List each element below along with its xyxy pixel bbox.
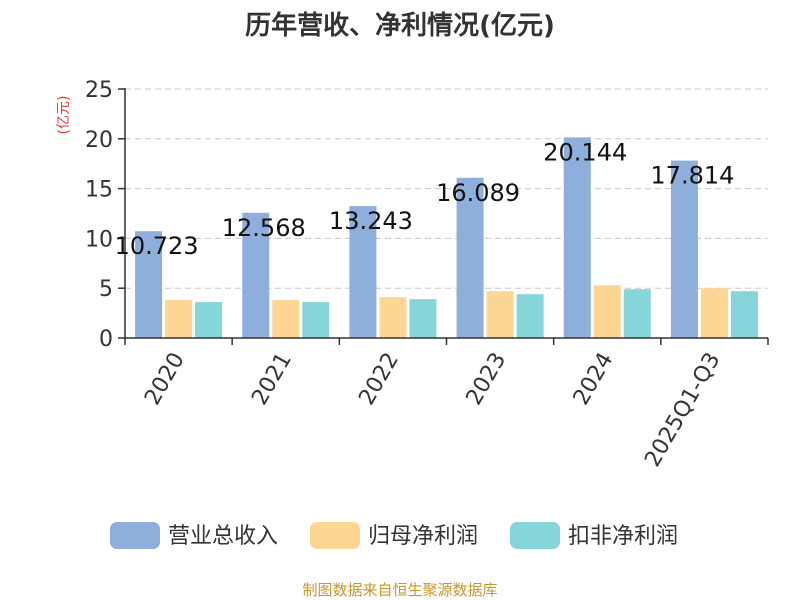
bar: [379, 297, 407, 338]
legend-label: 归母净利润: [368, 524, 478, 549]
bar: [670, 160, 698, 338]
y-tick-label: 5: [99, 277, 113, 302]
chart-title: 历年营收、净利情况(亿元): [245, 10, 555, 41]
x-tick-label: 2025Q1-Q3: [640, 349, 725, 472]
data-labels: 10.723 12.568 13.243 16.089 20.144 17.814: [115, 138, 735, 260]
y-axis-label: (亿元): [56, 96, 72, 135]
y-tick-label: 20: [85, 128, 113, 153]
bar: [486, 291, 514, 338]
data-label: 13.243: [329, 207, 413, 235]
bar: [700, 288, 728, 338]
legend-label: 营业总收入: [168, 524, 278, 549]
legend: 营业总收入 归母净利润 扣非净利润: [110, 522, 678, 549]
bar: [302, 302, 330, 338]
data-label: 17.814: [650, 162, 734, 190]
y-tick-label: 10: [85, 227, 113, 252]
bar: [349, 206, 377, 338]
x-tick-label: 2022: [354, 349, 404, 410]
data-label: 10.723: [115, 232, 199, 260]
bar: [730, 291, 758, 338]
bar: [165, 300, 193, 338]
bar: [272, 300, 300, 338]
legend-swatch: [310, 522, 360, 549]
y-tick-label: 0: [99, 327, 113, 352]
x-tick-label: 2023: [462, 349, 512, 410]
x-tick-label: 2024: [569, 349, 619, 410]
bars: [135, 137, 758, 338]
axes: 0 5 10 15 20 25 2020 2021 2022 2023 2024 2025Q1-Q3: [85, 78, 769, 472]
bar: [195, 302, 223, 338]
gridlines: [125, 88, 768, 289]
bar: [242, 212, 270, 338]
y-tick-label: 25: [85, 78, 113, 103]
bar: [456, 177, 484, 338]
data-label: 16.089: [436, 179, 520, 207]
bar: [593, 285, 621, 338]
bar: [516, 294, 544, 338]
data-label: 12.568: [222, 214, 306, 242]
bar: [563, 137, 591, 338]
data-label: 20.144: [543, 138, 627, 166]
x-tick-label: 2020: [140, 349, 190, 410]
source-note: 制图数据来自恒生聚源数据库: [302, 581, 497, 599]
bar: [135, 231, 163, 338]
legend-label: 扣非净利润: [568, 524, 678, 549]
legend-swatch: [510, 522, 560, 549]
bar: [623, 289, 651, 338]
legend-swatch: [110, 522, 160, 549]
bar: [409, 299, 437, 338]
x-tick-label: 2021: [247, 349, 297, 410]
y-tick-label: 15: [85, 178, 113, 203]
